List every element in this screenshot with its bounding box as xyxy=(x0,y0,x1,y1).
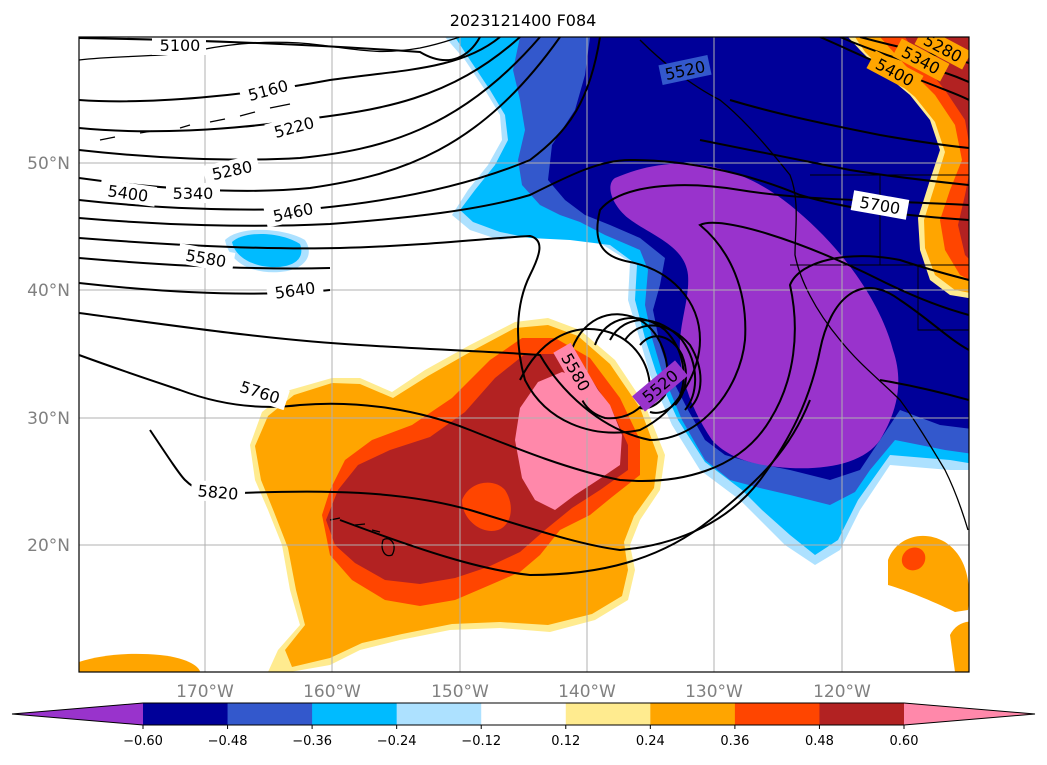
colorbar-extend-min xyxy=(12,703,143,725)
colorbar-tick-label: 0.48 xyxy=(805,734,834,749)
contour-line xyxy=(339,399,811,577)
map-panel: 5100 5160 5220 5280 5340 5400 5460 5580 … xyxy=(78,36,970,673)
contour-line xyxy=(79,221,969,442)
colorbar-extend-max xyxy=(904,703,1035,725)
contour-line xyxy=(594,317,685,414)
anomaly-band-pink xyxy=(515,372,622,510)
lon-label: 130°W xyxy=(685,682,743,702)
colorbar-bin xyxy=(819,703,905,725)
alaska-coast xyxy=(79,37,461,61)
anomaly-spot-bottom-right xyxy=(950,621,969,672)
negative-anomaly-field xyxy=(225,37,969,565)
lat-label: 40°N xyxy=(27,281,70,301)
anomaly-band-purple xyxy=(610,163,899,469)
contour-line xyxy=(624,324,702,409)
lat-label: 50°N xyxy=(27,154,70,174)
colorbar-tick-label: −0.24 xyxy=(377,734,417,749)
contour-line xyxy=(79,37,561,192)
contour-line xyxy=(569,313,669,410)
lon-label: 120°W xyxy=(813,682,871,702)
lat-label: 30°N xyxy=(27,409,70,429)
contour-line xyxy=(519,328,652,420)
contour-line xyxy=(79,37,541,161)
contour-label: 5340 xyxy=(173,184,214,203)
colorbar-tick-label: −0.60 xyxy=(123,734,163,749)
lon-label: 170°W xyxy=(176,682,234,702)
colorbar-bin xyxy=(396,703,482,725)
colorbar-tick-label: 0.36 xyxy=(720,734,749,749)
longitude-labels: 170°W 160°W 150°W 140°W 130°W 120°W xyxy=(176,682,871,702)
colorbar-tick-label: −0.48 xyxy=(208,734,248,749)
colorbar-bin xyxy=(143,703,229,725)
lon-label: 160°W xyxy=(303,682,361,702)
colorbar-bin xyxy=(734,703,820,725)
lon-label: 140°W xyxy=(558,682,616,702)
contour-line xyxy=(879,379,969,401)
colorbar-tick-label: −0.36 xyxy=(292,734,332,749)
colorbar-bin xyxy=(650,703,736,725)
figure-title: 2023121400 F084 xyxy=(450,11,597,30)
contour-line xyxy=(79,184,969,434)
contour-label: 5100 xyxy=(160,36,201,55)
contour-line xyxy=(79,37,601,211)
colorbar-tick-label: 0.12 xyxy=(551,734,580,749)
west-coast xyxy=(639,39,969,531)
lon-label: 150°W xyxy=(431,682,489,702)
colorbar-bin xyxy=(565,703,651,725)
anomaly-spot-lower-right-core xyxy=(901,547,926,571)
hawaii-islands xyxy=(329,517,395,557)
colorbar-bin xyxy=(481,703,567,725)
colorbar-tick-label: 0.24 xyxy=(636,734,665,749)
colorbar-tick-label: 0.60 xyxy=(890,734,919,749)
contour-line xyxy=(699,139,969,186)
contour-line xyxy=(79,37,501,103)
map-frame xyxy=(78,36,970,673)
lat-label: 20°N xyxy=(27,536,70,556)
contour-line xyxy=(639,335,687,406)
contour-line xyxy=(79,255,969,482)
anomaly-band-deep-sky-small xyxy=(232,233,302,268)
colorbar-bin xyxy=(227,703,313,725)
positive-anomaly-field xyxy=(79,37,969,672)
contour-line xyxy=(729,99,969,149)
colorbar-tick-label: −0.12 xyxy=(461,734,501,749)
colorbar: −0.60 −0.48 −0.36 −0.24 −0.12 0.12 0.24 0.36 0.4… xyxy=(11,702,1036,749)
contour-label: 5820 xyxy=(197,481,239,503)
contour-line xyxy=(609,319,697,411)
latitude-labels: 50°N 40°N 30°N 20°N xyxy=(27,154,70,556)
colorbar-bin xyxy=(312,703,398,725)
anomaly-spot-bottom-left xyxy=(79,653,200,672)
